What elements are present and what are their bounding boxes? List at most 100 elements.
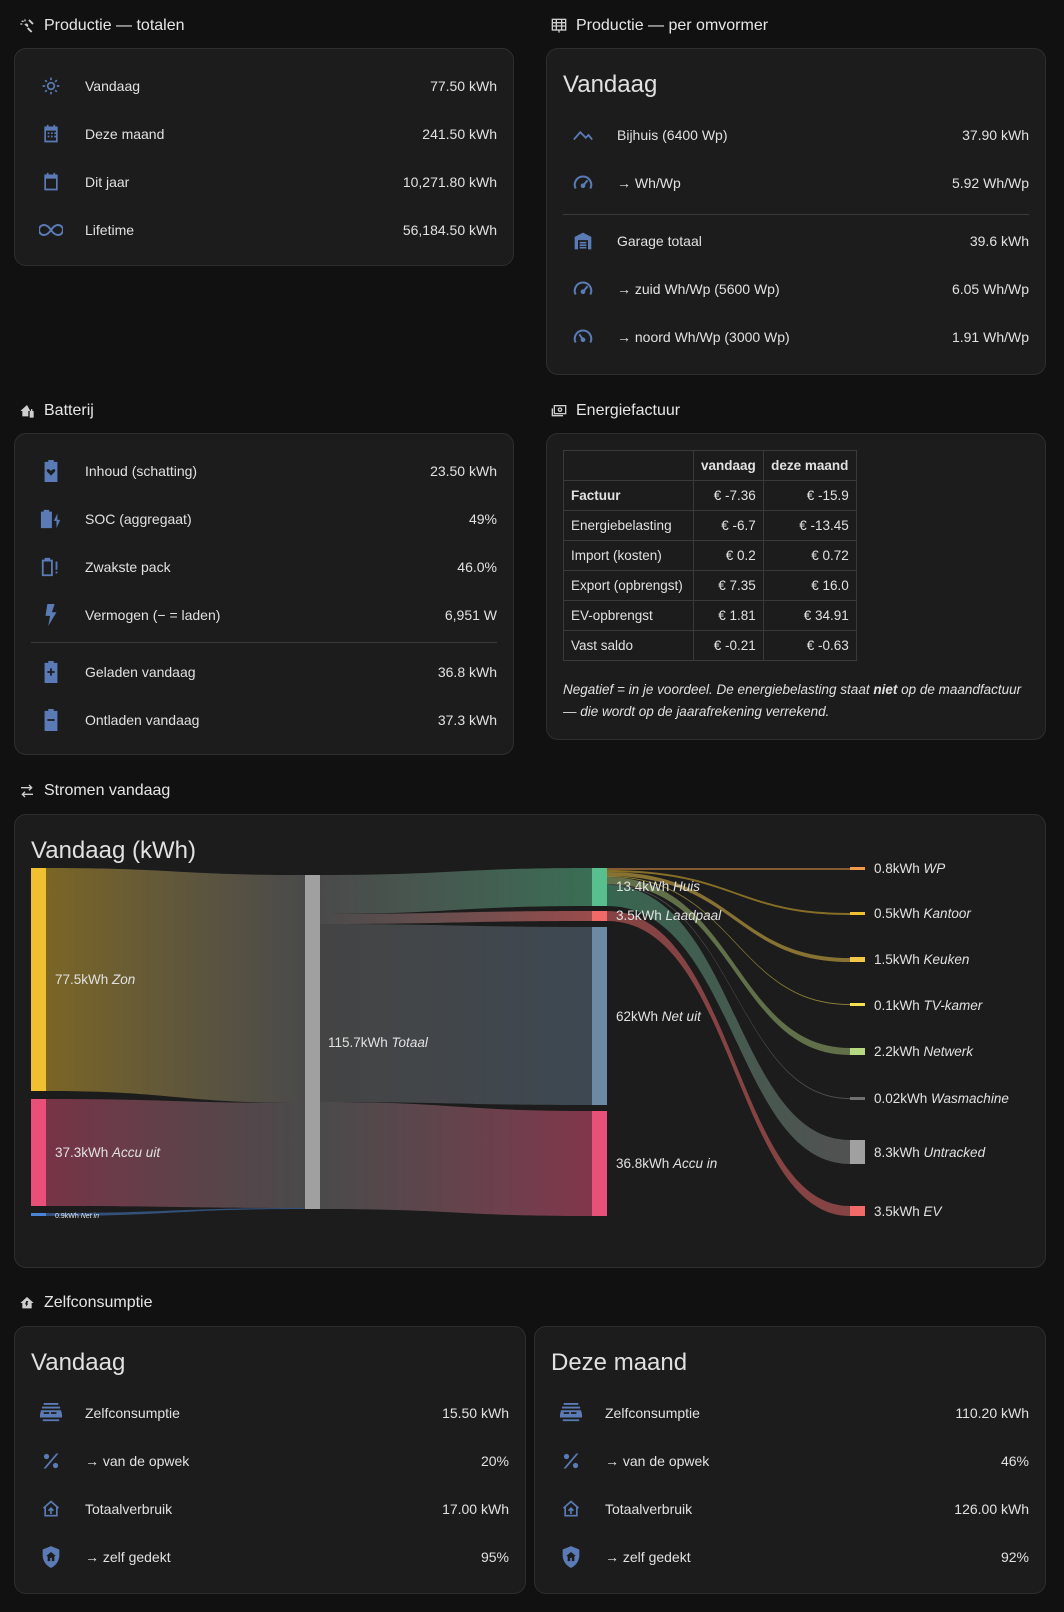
row-label: Vast saldo — [563, 630, 694, 661]
row-geladen[interactable]: Geladen vandaag 36.8 kWh — [15, 648, 513, 696]
row-label: → van de opwek — [85, 1453, 190, 1469]
node-tvkamer — [850, 1003, 865, 1006]
row-garage-totaal[interactable]: Garage totaal 39.6 kWh — [547, 217, 1045, 265]
row-soc[interactable]: SOC (aggregaat) 49% — [15, 495, 513, 543]
card-stromen: Vandaag (kWh) — [14, 814, 1046, 1268]
node-wp — [850, 867, 865, 870]
divider — [563, 214, 1029, 215]
row-label: Export (opbrengst) — [563, 570, 694, 601]
shield-home-icon — [559, 1545, 583, 1569]
row-value: 6.05 Wh/Wp — [951, 281, 1029, 297]
row-zelf-gedekt[interactable]: → zelf gedekt 92% — [535, 1533, 1045, 1581]
row-totaalverbruik[interactable]: Totaalverbruik 126.00 kWh — [535, 1485, 1045, 1533]
section-title: Stromen vandaag — [44, 782, 171, 799]
row-noord[interactable]: → noord Wh/Wp (3000 Wp) 1.91 Wh/Wp — [547, 313, 1045, 361]
battery-plus-icon — [39, 660, 63, 684]
row-label: Dit jaar — [85, 174, 130, 190]
link-totaal-accuin — [320, 1102, 592, 1216]
node-keuken — [850, 957, 865, 962]
table-row: Factuur € -7.36 € -15.9 — [563, 480, 857, 511]
row-zelfconsumptie[interactable]: Zelfconsumptie 15.50 kWh — [15, 1389, 525, 1437]
cell-vandaag: € -7.36 — [693, 480, 764, 511]
home-battery-icon — [18, 402, 36, 420]
sun-icon — [39, 74, 63, 98]
row-inhoud[interactable]: Inhoud (schatting) 23.50 kWh — [15, 447, 513, 495]
node-net-uit — [592, 927, 607, 1105]
card-title: Vandaag (kWh) — [31, 837, 196, 864]
row-value: 20% — [480, 1453, 509, 1469]
label-netwerk: 2.2kWh Netwerk — [874, 1044, 974, 1059]
battery-charging-icon — [39, 507, 63, 531]
row-label: SOC (aggregaat) — [85, 511, 192, 527]
row-zwakste-pack[interactable]: Zwakste pack 46.0% — [15, 543, 513, 591]
node-kantoor — [850, 912, 865, 915]
row-vandaag[interactable]: Vandaag 77.50 kWh — [15, 62, 513, 110]
row-value: 15.50 kWh — [442, 1405, 509, 1421]
row-dit-jaar[interactable]: Dit jaar 10,271.80 kWh — [15, 158, 513, 206]
card-title: Deze maand — [551, 1349, 688, 1376]
section-title: Energiefactuur — [576, 402, 681, 419]
cell-deze-maand: € -15.9 — [762, 480, 857, 511]
roof-icon — [571, 123, 595, 147]
energiefactuur-table: vandaag deze maand Factuur € -7.36 € -15… — [563, 450, 857, 661]
row-van-de-opwek[interactable]: → van de opwek 46% — [535, 1437, 1045, 1485]
card-title: Vandaag — [563, 71, 658, 98]
row-label: Zelfconsumptie — [85, 1405, 180, 1421]
label-accu-in: 36.8kWh Accu in — [616, 1156, 717, 1171]
label-accu-uit: 37.3kWh Accu uit — [55, 1145, 161, 1160]
row-value: 1.91 Wh/Wp — [951, 329, 1029, 345]
row-value: 77.50 kWh — [430, 78, 497, 94]
label-totaal: 115.7kWh Totaal — [328, 1035, 429, 1050]
row-label: → van de opwek — [605, 1453, 710, 1469]
node-netwerk — [850, 1048, 865, 1055]
row-label: Factuur — [563, 480, 694, 511]
home-export-icon — [559, 1497, 583, 1521]
row-value: 37.90 kWh — [962, 127, 1029, 143]
card-title: Vandaag — [31, 1349, 126, 1376]
row-label: Totaalverbruik — [605, 1501, 693, 1517]
row-zuid[interactable]: → zuid Wh/Wp (5600 Wp) 6.05 Wh/Wp — [547, 265, 1045, 313]
label-kantoor: 0.5kWh Kantoor — [874, 906, 971, 921]
solar-panel-icon — [559, 1401, 583, 1425]
card-productie-omvormer: Vandaag Bijhuis (6400 Wp) 37.90 kWh → Wh… — [546, 48, 1046, 375]
node-net-in — [31, 1213, 46, 1216]
row-zelf-gedekt[interactable]: → zelf gedekt 95% — [15, 1533, 525, 1581]
section-title: Productie — per omvormer — [576, 17, 769, 34]
label-zon: 77.5kWh Zon — [55, 972, 135, 987]
row-vermogen[interactable]: Vermogen (− = laden) 6,951 W — [15, 591, 513, 639]
row-van-de-opwek[interactable]: → van de opwek 20% — [15, 1437, 525, 1485]
row-totaalverbruik[interactable]: Totaalverbruik 17.00 kWh — [15, 1485, 525, 1533]
table-row: EV-opbrengst € 1.81 € 34.91 — [563, 600, 857, 631]
flash-icon — [39, 603, 63, 627]
row-value: 49% — [468, 511, 497, 527]
label-net-uit: 62kWh Net uit — [616, 1009, 702, 1024]
node-laadpaal — [592, 911, 607, 921]
row-label: → zelf gedekt — [605, 1549, 691, 1565]
label-wp: 0.8kWh WP — [874, 861, 945, 876]
calendar-month-icon — [39, 122, 63, 146]
cell-vandaag: € -6.7 — [693, 510, 764, 541]
row-deze-maand[interactable]: Deze maand 241.50 kWh — [15, 110, 513, 158]
label-laadpaal: 3.5kWh Laadpaal — [616, 908, 722, 923]
node-accu-in — [592, 1111, 607, 1216]
row-lifetime[interactable]: Lifetime 56,184.50 kWh — [15, 206, 513, 254]
note-bold: niet — [873, 682, 898, 697]
row-value: 6,951 W — [444, 607, 497, 623]
link-totaal-netuit — [320, 924, 592, 1105]
row-value: 36.8 kWh — [437, 664, 497, 680]
label-tvkamer: 0.1kWh TV-kamer — [874, 998, 983, 1013]
row-label: Zwakste pack — [85, 559, 171, 575]
row-ontladen[interactable]: Ontladen vandaag 37.3 kWh — [15, 696, 513, 744]
link-huis-wp — [607, 868, 850, 870]
row-bijhuis[interactable]: Bijhuis (6400 Wp) 37.90 kWh — [547, 111, 1045, 159]
card-zelfconsumptie-deze-maand: Deze maand Zelfconsumptie 110.20 kWh → v… — [534, 1326, 1046, 1594]
column-header: deze maand — [762, 450, 857, 481]
row-wh-wp[interactable]: → Wh/Wp 5.92 Wh/Wp — [547, 159, 1045, 207]
row-label: Lifetime — [85, 222, 135, 238]
row-value: 23.50 kWh — [430, 463, 497, 479]
cell-vandaag: € 7.35 — [693, 570, 764, 601]
column-header: vandaag — [693, 450, 764, 481]
cell-vandaag: € -0.21 — [693, 630, 764, 661]
row-label: → zelf gedekt — [85, 1549, 171, 1565]
row-zelfconsumptie[interactable]: Zelfconsumptie 110.20 kWh — [535, 1389, 1045, 1437]
